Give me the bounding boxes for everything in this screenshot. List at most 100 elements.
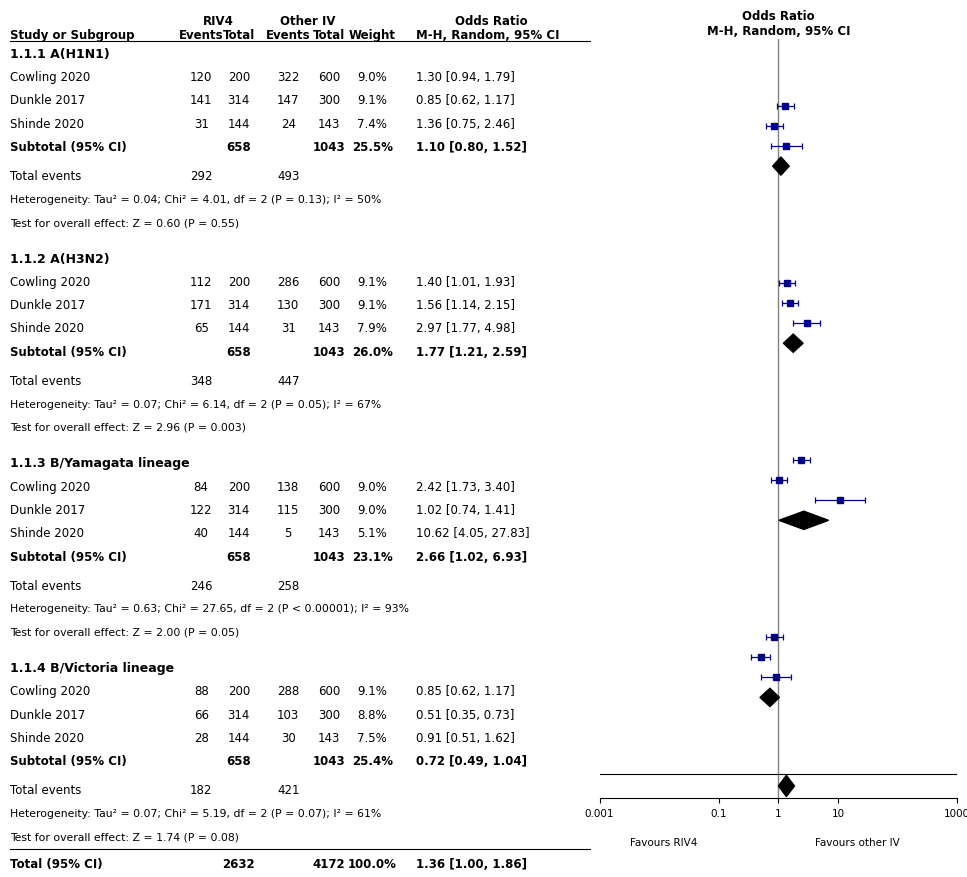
Text: 258: 258 bbox=[277, 579, 300, 592]
Text: 9.1%: 9.1% bbox=[358, 275, 387, 289]
Text: 4172: 4172 bbox=[312, 857, 345, 870]
Text: 1.1.1 A(H1N1): 1.1.1 A(H1N1) bbox=[10, 48, 109, 61]
Text: 200: 200 bbox=[227, 275, 250, 289]
Text: Total (95% CI): Total (95% CI) bbox=[10, 857, 103, 870]
Polygon shape bbox=[773, 158, 789, 176]
Text: 143: 143 bbox=[317, 731, 340, 745]
Text: 658: 658 bbox=[226, 550, 251, 563]
Text: Dunkle 2017: Dunkle 2017 bbox=[10, 95, 85, 107]
Text: 143: 143 bbox=[317, 118, 340, 131]
Text: 1.1.3 B/Yamagata lineage: 1.1.3 B/Yamagata lineage bbox=[10, 457, 190, 470]
Text: 200: 200 bbox=[227, 71, 250, 84]
Text: 10.62 [4.05, 27.83]: 10.62 [4.05, 27.83] bbox=[416, 526, 530, 539]
Text: Dunkle 2017: Dunkle 2017 bbox=[10, 708, 85, 721]
Text: 246: 246 bbox=[190, 579, 213, 592]
Text: Heterogeneity: Tau² = 0.63; Chi² = 27.65, df = 2 (P < 0.00001); I² = 93%: Heterogeneity: Tau² = 0.63; Chi² = 27.65… bbox=[10, 603, 409, 614]
Text: 1.02 [0.74, 1.41]: 1.02 [0.74, 1.41] bbox=[416, 503, 514, 517]
Text: 40: 40 bbox=[193, 526, 209, 539]
Text: 322: 322 bbox=[277, 71, 300, 84]
Text: Cowling 2020: Cowling 2020 bbox=[10, 480, 90, 493]
Text: Total events: Total events bbox=[10, 579, 81, 592]
Text: 24: 24 bbox=[280, 118, 296, 131]
Text: 0.51 [0.35, 0.73]: 0.51 [0.35, 0.73] bbox=[416, 708, 514, 721]
Text: 88: 88 bbox=[193, 685, 209, 698]
Text: 122: 122 bbox=[190, 503, 213, 517]
Text: 9.1%: 9.1% bbox=[358, 95, 387, 107]
Text: Heterogeneity: Tau² = 0.07; Chi² = 5.19, df = 2 (P = 0.07); I² = 61%: Heterogeneity: Tau² = 0.07; Chi² = 5.19,… bbox=[10, 809, 381, 818]
Text: 8.8%: 8.8% bbox=[358, 708, 387, 721]
Text: 658: 658 bbox=[226, 754, 251, 767]
Text: 103: 103 bbox=[277, 708, 300, 721]
Text: 658: 658 bbox=[226, 141, 251, 153]
Text: Test for overall effect: Z = 2.96 (P = 0.003): Test for overall effect: Z = 2.96 (P = 0… bbox=[10, 423, 246, 432]
Text: 314: 314 bbox=[227, 95, 250, 107]
Polygon shape bbox=[778, 775, 795, 796]
Text: 7.4%: 7.4% bbox=[358, 118, 387, 131]
Text: 0.85 [0.62, 1.17]: 0.85 [0.62, 1.17] bbox=[416, 685, 514, 698]
Text: 65: 65 bbox=[193, 322, 209, 335]
Text: Total events: Total events bbox=[10, 783, 81, 796]
Text: Shinde 2020: Shinde 2020 bbox=[10, 731, 84, 745]
Text: Cowling 2020: Cowling 2020 bbox=[10, 71, 90, 84]
Text: 144: 144 bbox=[227, 526, 250, 539]
Polygon shape bbox=[779, 511, 829, 530]
Text: Test for overall effect: Z = 1.74 (P = 0.08): Test for overall effect: Z = 1.74 (P = 0… bbox=[10, 831, 239, 841]
Text: 144: 144 bbox=[227, 731, 250, 745]
Text: 600: 600 bbox=[317, 480, 340, 493]
Text: 292: 292 bbox=[190, 170, 213, 183]
Text: 171: 171 bbox=[190, 299, 213, 312]
Text: 84: 84 bbox=[193, 480, 209, 493]
Text: 348: 348 bbox=[190, 374, 213, 388]
Text: 144: 144 bbox=[227, 118, 250, 131]
Text: 600: 600 bbox=[317, 685, 340, 698]
Text: Cowling 2020: Cowling 2020 bbox=[10, 685, 90, 698]
Text: 658: 658 bbox=[226, 346, 251, 359]
Text: 138: 138 bbox=[277, 480, 300, 493]
Text: 66: 66 bbox=[193, 708, 209, 721]
Text: 1.30 [0.94, 1.79]: 1.30 [0.94, 1.79] bbox=[416, 71, 514, 84]
Text: 2.97 [1.77, 4.98]: 2.97 [1.77, 4.98] bbox=[416, 322, 515, 335]
Text: Test for overall effect: Z = 0.60 (P = 0.55): Test for overall effect: Z = 0.60 (P = 0… bbox=[10, 217, 239, 228]
Text: 1043: 1043 bbox=[312, 346, 345, 359]
Text: 288: 288 bbox=[277, 685, 300, 698]
Text: 115: 115 bbox=[277, 503, 300, 517]
Text: 141: 141 bbox=[190, 95, 213, 107]
Text: 2632: 2632 bbox=[222, 857, 255, 870]
Text: Events: Events bbox=[179, 29, 223, 41]
Polygon shape bbox=[760, 688, 779, 707]
Text: 314: 314 bbox=[227, 503, 250, 517]
Text: Study or Subgroup: Study or Subgroup bbox=[10, 29, 134, 41]
Text: 600: 600 bbox=[317, 275, 340, 289]
Text: 1.10 [0.80, 1.52]: 1.10 [0.80, 1.52] bbox=[416, 141, 527, 153]
Text: Shinde 2020: Shinde 2020 bbox=[10, 118, 84, 131]
Text: 28: 28 bbox=[193, 731, 209, 745]
Text: Cowling 2020: Cowling 2020 bbox=[10, 275, 90, 289]
Text: 7.5%: 7.5% bbox=[358, 731, 387, 745]
Text: 200: 200 bbox=[227, 480, 250, 493]
Text: 200: 200 bbox=[227, 685, 250, 698]
Text: 314: 314 bbox=[227, 708, 250, 721]
Text: Total: Total bbox=[222, 29, 255, 41]
Text: 5.1%: 5.1% bbox=[358, 526, 387, 539]
Text: 1.56 [1.14, 2.15]: 1.56 [1.14, 2.15] bbox=[416, 299, 514, 312]
Text: M-H, Random, 95% CI: M-H, Random, 95% CI bbox=[416, 29, 559, 41]
Text: 421: 421 bbox=[277, 783, 300, 796]
Text: Heterogeneity: Tau² = 0.07; Chi² = 6.14, df = 2 (P = 0.05); I² = 67%: Heterogeneity: Tau² = 0.07; Chi² = 6.14,… bbox=[10, 399, 381, 410]
Text: 143: 143 bbox=[317, 322, 340, 335]
Text: 2.42 [1.73, 3.40]: 2.42 [1.73, 3.40] bbox=[416, 480, 514, 493]
Text: 286: 286 bbox=[277, 275, 300, 289]
Text: 9.0%: 9.0% bbox=[358, 503, 387, 517]
Text: 9.0%: 9.0% bbox=[358, 71, 387, 84]
Text: 0.91 [0.51, 1.62]: 0.91 [0.51, 1.62] bbox=[416, 731, 514, 745]
Text: 600: 600 bbox=[317, 71, 340, 84]
Text: 1.1.4 B/Victoria lineage: 1.1.4 B/Victoria lineage bbox=[10, 661, 174, 674]
Text: Dunkle 2017: Dunkle 2017 bbox=[10, 503, 85, 517]
Text: 23.1%: 23.1% bbox=[352, 550, 393, 563]
Text: 447: 447 bbox=[277, 374, 300, 388]
Text: 2.66 [1.02, 6.93]: 2.66 [1.02, 6.93] bbox=[416, 550, 527, 563]
Text: 1.1.2 A(H3N2): 1.1.2 A(H3N2) bbox=[10, 253, 109, 266]
Text: Odds Ratio: Odds Ratio bbox=[454, 16, 528, 28]
Text: 1.36 [0.75, 2.46]: 1.36 [0.75, 2.46] bbox=[416, 118, 514, 131]
Text: 31: 31 bbox=[280, 322, 296, 335]
Text: Shinde 2020: Shinde 2020 bbox=[10, 526, 84, 539]
